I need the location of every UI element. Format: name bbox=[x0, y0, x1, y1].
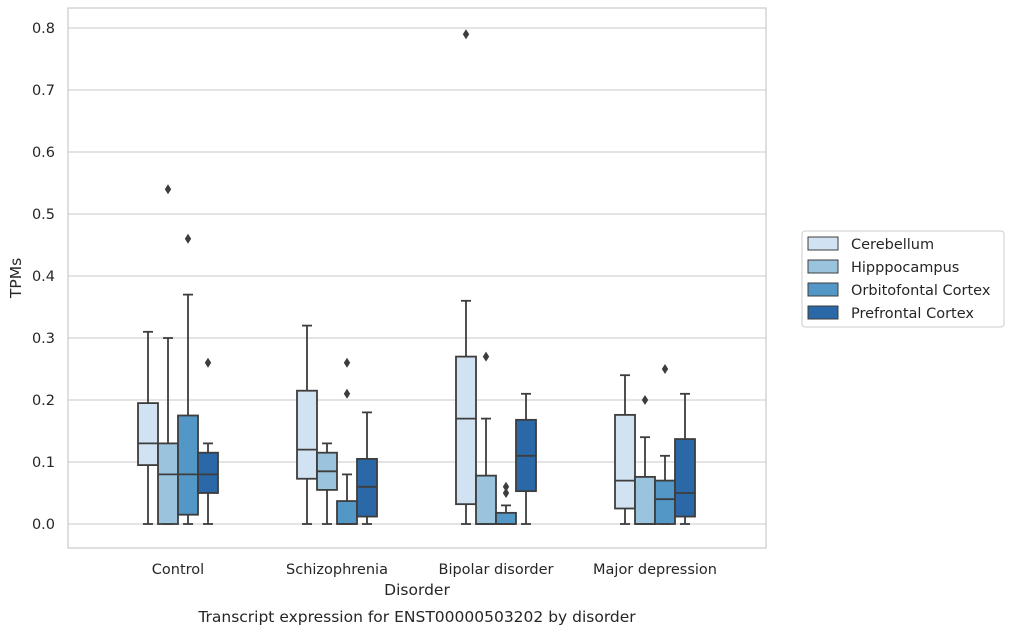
iqr-box bbox=[197, 451, 219, 494]
iqr-box bbox=[475, 474, 497, 525]
box-hipppocampus bbox=[157, 184, 179, 525]
outlier-point bbox=[343, 357, 351, 368]
x-tick-label: Control bbox=[152, 562, 204, 578]
iqr-box bbox=[654, 479, 676, 525]
box-cerebellum bbox=[137, 330, 159, 525]
iqr-box bbox=[455, 355, 477, 506]
box-cerebellum bbox=[614, 374, 636, 525]
box-cerebellum bbox=[296, 324, 318, 525]
box-hipppocampus bbox=[475, 351, 497, 525]
box-prefrontal-cortex bbox=[674, 392, 696, 525]
box-prefrontal-cortex bbox=[197, 357, 219, 525]
outlier-point bbox=[184, 233, 192, 244]
outlier-point bbox=[204, 357, 212, 368]
iqr-box bbox=[356, 457, 378, 518]
box-orbitofontal-cortex bbox=[495, 481, 517, 525]
outlier-point bbox=[343, 388, 351, 399]
y-tick-label: 0.5 bbox=[32, 207, 55, 223]
legend-label: Prefrontal Cortex bbox=[851, 306, 974, 322]
box-orbitofontal-cortex bbox=[654, 364, 676, 525]
outlier-point bbox=[502, 488, 510, 498]
iqr-box bbox=[634, 475, 656, 525]
y-tick-label: 0.6 bbox=[32, 145, 55, 161]
legend-swatch bbox=[807, 305, 839, 320]
legend-label: Orbitofontal Cortex bbox=[851, 283, 991, 299]
x-tick-label: Bipolar disorder bbox=[439, 562, 554, 578]
y-tick-label: 0.0 bbox=[32, 517, 55, 533]
legend-swatch bbox=[807, 236, 839, 251]
box-prefrontal-cortex bbox=[515, 392, 537, 525]
outlier-point bbox=[661, 364, 669, 374]
outlier-point bbox=[164, 184, 172, 195]
legend-frame bbox=[801, 230, 1005, 328]
legend-swatch bbox=[807, 259, 839, 274]
outlier-point bbox=[502, 481, 510, 492]
iqr-box bbox=[157, 442, 179, 525]
iqr-box bbox=[614, 413, 636, 510]
y-tick-label: 0.2 bbox=[32, 393, 55, 409]
figure-caption: Transcript expression for ENST0000050320… bbox=[197, 608, 636, 626]
iqr-box bbox=[296, 389, 318, 480]
legend-label: Hipppocampus bbox=[851, 260, 959, 276]
box-hipppocampus bbox=[316, 442, 338, 525]
box-hipppocampus bbox=[634, 395, 656, 525]
x-axis-label: Disorder bbox=[384, 581, 450, 599]
y-tick-label: 0.7 bbox=[32, 83, 55, 99]
legend-label: Cerebellum bbox=[851, 237, 934, 253]
y-tick-label: 0.1 bbox=[32, 455, 55, 471]
x-tick-label: Schizophrenia bbox=[286, 562, 388, 578]
legend-swatch bbox=[807, 282, 839, 297]
iqr-box bbox=[177, 414, 199, 516]
y-tick-label: 0.8 bbox=[32, 21, 55, 37]
iqr-box bbox=[137, 402, 159, 467]
plot-frame bbox=[67, 7, 767, 549]
box-cerebellum bbox=[455, 29, 477, 525]
y-axis-label: TPMs bbox=[7, 258, 25, 299]
box-prefrontal-cortex bbox=[356, 411, 378, 525]
y-tick-label: 0.3 bbox=[32, 331, 55, 347]
box-orbitofontal-cortex bbox=[177, 233, 199, 525]
iqr-box bbox=[495, 511, 517, 525]
iqr-box bbox=[674, 438, 696, 518]
x-tick-label: Major depression bbox=[593, 562, 717, 578]
y-tick-label: 0.4 bbox=[32, 269, 55, 285]
outlier-point bbox=[462, 29, 470, 40]
iqr-box bbox=[336, 500, 358, 525]
outlier-point bbox=[482, 351, 490, 362]
outlier-point bbox=[641, 395, 649, 405]
legend: Cerebellum Hipppocampus Orbitofontal Corte… bbox=[801, 230, 1005, 328]
